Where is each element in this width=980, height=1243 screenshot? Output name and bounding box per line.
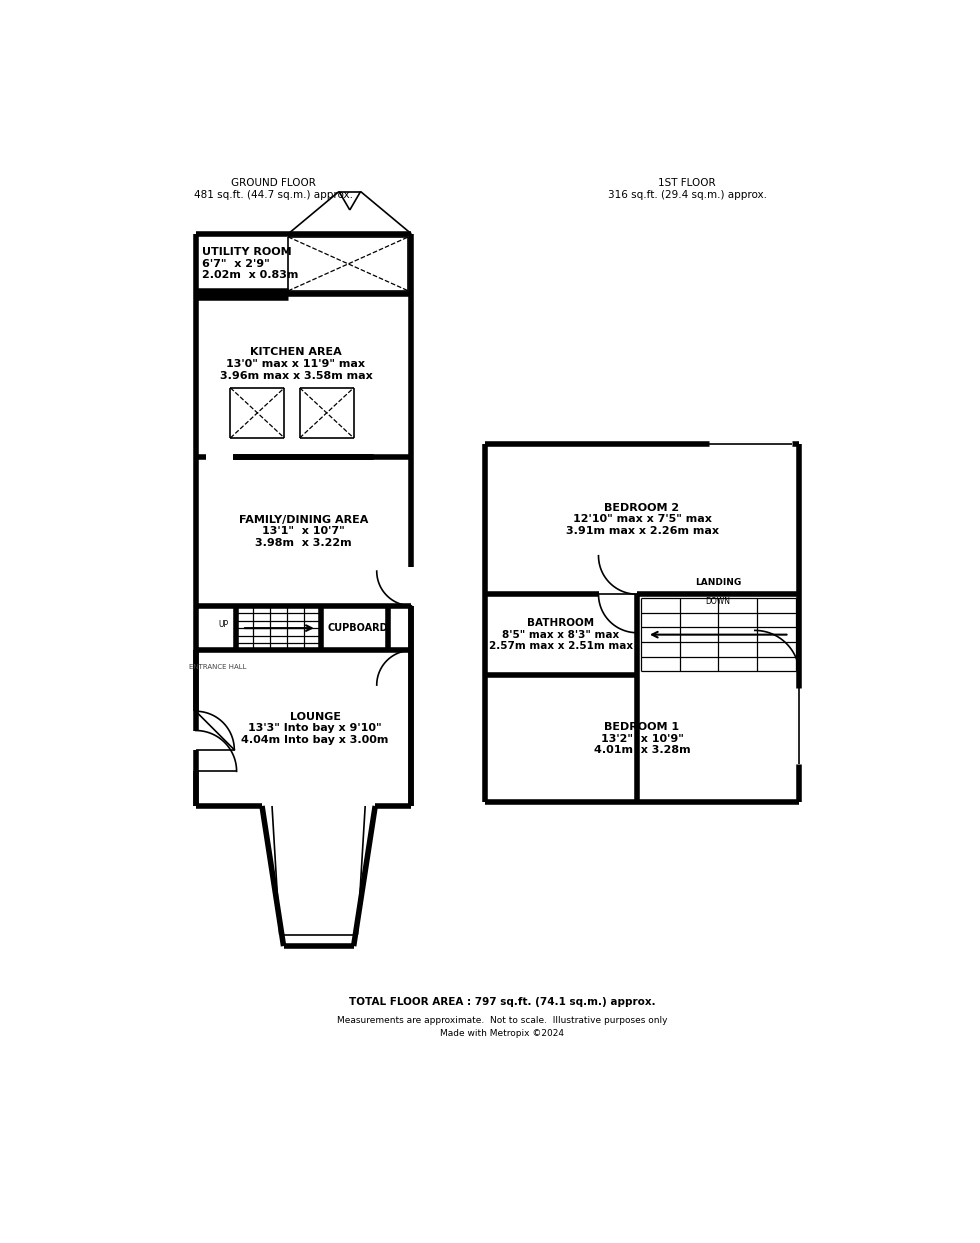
Text: TOTAL FLOOR AREA : 797 sq.ft. (74.1 sq.m.) approx.: TOTAL FLOOR AREA : 797 sq.ft. (74.1 sq.m… [349,997,656,1007]
Text: Made with Metropix ©2024: Made with Metropix ©2024 [440,1029,564,1038]
Text: ENTRANCE HALL: ENTRANCE HALL [188,664,246,670]
Text: LOUNGE
13'3" Into bay x 9'10"
4.04m Into bay x 3.00m: LOUNGE 13'3" Into bay x 9'10" 4.04m Into… [241,711,389,745]
Text: BEDROOM 1
13'2"  x 10'9"
4.01m  x 3.28m: BEDROOM 1 13'2" x 10'9" 4.01m x 3.28m [594,722,690,756]
Text: Measurements are approximate.  Not to scale.  Illustrative purposes only: Measurements are approximate. Not to sca… [337,1016,667,1024]
Text: UP: UP [218,620,228,629]
Text: DOWN: DOWN [706,598,731,607]
Text: CUPBOARD: CUPBOARD [328,623,389,633]
Text: KITCHEN AREA
13'0" max x 11'9" max
3.96m max x 3.58m max: KITCHEN AREA 13'0" max x 11'9" max 3.96m… [220,347,372,380]
Text: UTILITY ROOM
6'7"  x 2'9"
2.02m  x 0.83m: UTILITY ROOM 6'7" x 2'9" 2.02m x 0.83m [202,247,298,281]
Text: GROUND FLOOR
481 sq.ft. (44.7 sq.m.) approx.: GROUND FLOOR 481 sq.ft. (44.7 sq.m.) app… [194,179,353,200]
Text: LANDING: LANDING [695,578,741,587]
Text: 1ST FLOOR
316 sq.ft. (29.4 sq.m.) approx.: 1ST FLOOR 316 sq.ft. (29.4 sq.m.) approx… [608,179,766,200]
Text: BEDROOM 2
12'10" max x 7'5" max
3.91m max x 2.26m max: BEDROOM 2 12'10" max x 7'5" max 3.91m ma… [565,502,718,536]
Text: FAMILY/DINING AREA
13'1"  x 10'7"
3.98m  x 3.22m: FAMILY/DINING AREA 13'1" x 10'7" 3.98m x… [239,515,368,548]
Text: BATHROOM
8'5" max x 8'3" max
2.57m max x 2.51m max: BATHROOM 8'5" max x 8'3" max 2.57m max x… [489,618,633,651]
